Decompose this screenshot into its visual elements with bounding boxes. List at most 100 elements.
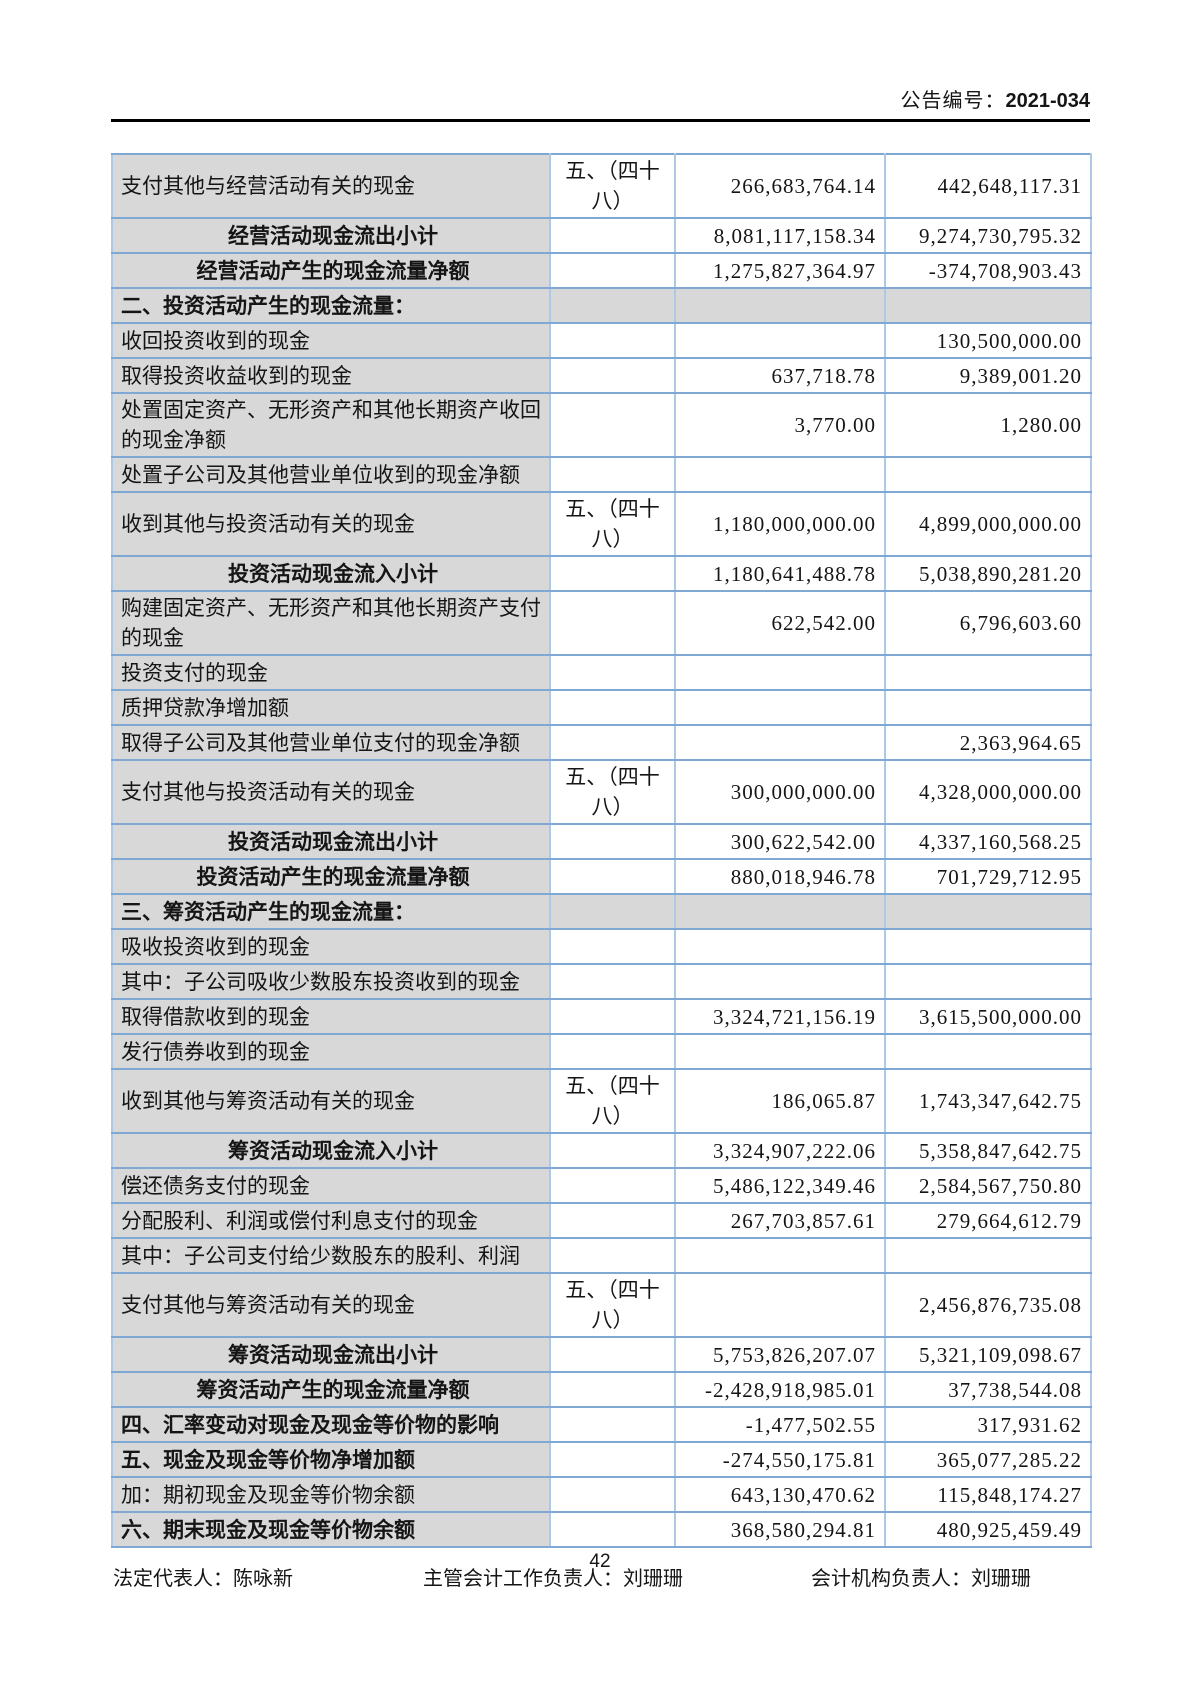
row-prior-amount-cell <box>884 456 1092 493</box>
table-row: 处置子公司及其他营业单位收到的现金净额 <box>111 456 1092 493</box>
row-label-cell: 筹资活动产生的现金流量净额 <box>111 1371 551 1408</box>
page-content: 公告编号：2021-034 支付其他与经营活动有关的现金 五、（四十八） 266,6… <box>111 0 1092 1592</box>
cash-flow-statement-table: 支付其他与经营活动有关的现金 五、（四十八） 266,683,764.14 442,6… <box>111 153 1092 1548</box>
cash-flow-table-body: 支付其他与经营活动有关的现金 五、（四十八） 266,683,764.14 442,6… <box>111 153 1092 1548</box>
table-row: 取得投资收益收到的现金 637,718.78 9,389,001.20 <box>111 357 1092 394</box>
row-current-amount-cell <box>674 1272 886 1338</box>
row-prior-amount-cell: 1,743,347,642.75 <box>884 1068 1092 1134</box>
row-prior-amount-cell: 317,931.62 <box>884 1406 1092 1443</box>
row-note-cell <box>549 322 676 359</box>
page-number: 42 <box>589 1551 611 1572</box>
row-label-cell: 加：期初现金及现金等价物余额 <box>111 1476 551 1513</box>
row-prior-amount-cell <box>884 963 1092 1000</box>
announcement-number: 公告编号：2021-034 <box>111 84 1090 113</box>
row-prior-amount-cell: 480,925,459.49 <box>884 1511 1092 1548</box>
table-row: 投资支付的现金 <box>111 654 1092 691</box>
table-row: 吸收投资收到的现金 <box>111 928 1092 965</box>
row-label-cell: 处置子公司及其他营业单位收到的现金净额 <box>111 456 551 493</box>
row-note-cell <box>549 689 676 726</box>
row-prior-amount-cell: 442,648,117.31 <box>884 153 1092 219</box>
row-prior-amount-cell: 1,280.00 <box>884 392 1092 458</box>
row-note-cell <box>549 1336 676 1373</box>
row-note-cell <box>549 287 676 324</box>
row-note-cell <box>549 963 676 1000</box>
row-prior-amount-cell <box>884 689 1092 726</box>
table-row: 加：期初现金及现金等价物余额 643,130,470.62 115,848,174.… <box>111 1476 1092 1513</box>
row-current-amount-cell: 1,180,641,488.78 <box>674 555 886 592</box>
row-note-cell: 五、（四十八） <box>549 153 676 219</box>
row-label-cell: 取得借款收到的现金 <box>111 998 551 1035</box>
row-note-cell <box>549 654 676 691</box>
row-label-cell: 五、现金及现金等价物净增加额 <box>111 1441 551 1478</box>
row-prior-amount-cell: 701,729,712.95 <box>884 858 1092 895</box>
row-label-cell: 投资活动产生的现金流量净额 <box>111 858 551 895</box>
row-label-cell: 其中：子公司支付给少数股东的股利、利润 <box>111 1237 551 1274</box>
row-current-amount-cell: 5,486,122,349.46 <box>674 1167 886 1204</box>
row-label-cell: 吸收投资收到的现金 <box>111 928 551 965</box>
row-label-cell: 二、投资活动产生的现金流量： <box>111 287 551 324</box>
row-note-cell <box>549 893 676 930</box>
row-note-cell: 五、（四十八） <box>549 491 676 557</box>
row-note-cell <box>549 998 676 1035</box>
row-prior-amount-cell: 4,328,000,000.00 <box>884 759 1092 825</box>
table-row: 支付其他与筹资活动有关的现金 五、（四十八） 2,456,876,735.08 <box>111 1272 1092 1338</box>
row-current-amount-cell <box>674 689 886 726</box>
row-current-amount-cell: -274,550,175.81 <box>674 1441 886 1478</box>
row-label-cell: 投资支付的现金 <box>111 654 551 691</box>
table-row: 二、投资活动产生的现金流量： <box>111 287 1092 324</box>
table-row: 投资活动现金流入小计 1,180,641,488.78 5,038,890,281.… <box>111 555 1092 592</box>
table-row: 发行债券收到的现金 <box>111 1033 1092 1070</box>
announcement-number-value: 2021-034 <box>1005 90 1090 112</box>
row-prior-amount-cell: 2,584,567,750.80 <box>884 1167 1092 1204</box>
table-row: 分配股利、利润或偿付利息支付的现金 267,703,857.61 279,664,6… <box>111 1202 1092 1239</box>
row-label-cell: 筹资活动现金流出小计 <box>111 1336 551 1373</box>
row-label-cell: 分配股利、利润或偿付利息支付的现金 <box>111 1202 551 1239</box>
row-current-amount-cell: 637,718.78 <box>674 357 886 394</box>
row-note-cell <box>549 1441 676 1478</box>
table-row: 购建固定资产、无形资产和其他长期资产支付的现金 622,542.00 6,796,6… <box>111 590 1092 656</box>
row-label-cell: 筹资活动现金流入小计 <box>111 1132 551 1169</box>
table-row: 取得借款收到的现金 3,324,721,156.19 3,615,500,000.0… <box>111 998 1092 1035</box>
row-note-cell <box>549 823 676 860</box>
row-current-amount-cell: 1,275,827,364.97 <box>674 252 886 289</box>
row-prior-amount-cell: 9,274,730,795.32 <box>884 217 1092 254</box>
row-current-amount-cell: -1,477,502.55 <box>674 1406 886 1443</box>
row-label-cell: 经营活动现金流出小计 <box>111 217 551 254</box>
table-row: 其中：子公司支付给少数股东的股利、利润 <box>111 1237 1092 1274</box>
row-label-cell: 投资活动现金流出小计 <box>111 823 551 860</box>
row-current-amount-cell <box>674 893 886 930</box>
row-current-amount-cell <box>674 928 886 965</box>
table-row: 六、期末现金及现金等价物余额 368,580,294.81 480,925,459.… <box>111 1511 1092 1548</box>
row-note-cell <box>549 1406 676 1443</box>
row-label-cell: 四、汇率变动对现金及现金等价物的影响 <box>111 1406 551 1443</box>
row-prior-amount-cell: 5,321,109,098.67 <box>884 1336 1092 1373</box>
table-row: 五、现金及现金等价物净增加额 -274,550,175.81 365,077,285… <box>111 1441 1092 1478</box>
row-current-amount-cell: 622,542.00 <box>674 590 886 656</box>
row-prior-amount-cell <box>884 1237 1092 1274</box>
row-note-cell <box>549 1476 676 1513</box>
row-prior-amount-cell: 3,615,500,000.00 <box>884 998 1092 1035</box>
row-current-amount-cell: 1,180,000,000.00 <box>674 491 886 557</box>
row-label-cell: 处置固定资产、无形资产和其他长期资产收回的现金净额 <box>111 392 551 458</box>
table-row: 经营活动产生的现金流量净额 1,275,827,364.97 -374,708,90… <box>111 252 1092 289</box>
legal-representative: 法定代表人：陈咏新 <box>113 1568 293 1590</box>
row-note-cell: 五、（四十八） <box>549 759 676 825</box>
row-current-amount-cell <box>674 724 886 761</box>
row-prior-amount-cell: 5,358,847,642.75 <box>884 1132 1092 1169</box>
row-current-amount-cell <box>674 322 886 359</box>
row-note-cell <box>549 252 676 289</box>
row-prior-amount-cell: 2,363,964.65 <box>884 724 1092 761</box>
row-note-cell: 五、（四十八） <box>549 1068 676 1134</box>
table-row: 收到其他与投资活动有关的现金 五、（四十八） 1,180,000,000.00 4,8… <box>111 491 1092 557</box>
row-note-cell <box>549 724 676 761</box>
row-label-cell: 取得子公司及其他营业单位支付的现金净额 <box>111 724 551 761</box>
table-row: 其中：子公司吸收少数股东投资收到的现金 <box>111 963 1092 1000</box>
row-current-amount-cell: 8,081,117,158.34 <box>674 217 886 254</box>
table-row: 投资活动现金流出小计 300,622,542.00 4,337,160,568.25 <box>111 823 1092 860</box>
row-label-cell: 支付其他与投资活动有关的现金 <box>111 759 551 825</box>
table-row: 偿还债务支付的现金 5,486,122,349.46 2,584,567,750.8… <box>111 1167 1092 1204</box>
row-label-cell: 收回投资收到的现金 <box>111 322 551 359</box>
row-prior-amount-cell: 37,738,544.08 <box>884 1371 1092 1408</box>
table-row: 筹资活动现金流入小计 3,324,907,222.06 5,358,847,642.… <box>111 1132 1092 1169</box>
